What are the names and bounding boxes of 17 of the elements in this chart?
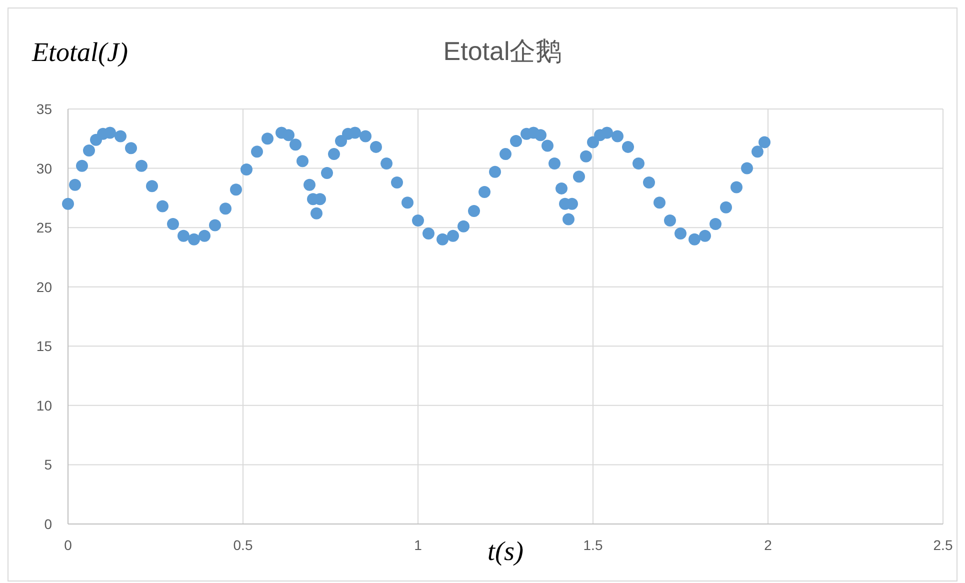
x-tick-label: 2.5 — [933, 537, 953, 553]
x-axis-title: t(s) — [488, 536, 524, 566]
y-axis-title: Etotal(J) — [31, 37, 128, 67]
x-tick-label: 2 — [764, 537, 772, 553]
y-tick-label: 5 — [44, 456, 52, 473]
y-tick-label: 25 — [36, 220, 52, 236]
y-tick-label: 15 — [36, 338, 52, 354]
y-tick-label: 35 — [36, 101, 52, 117]
x-tick-label: 1 — [414, 537, 422, 553]
x-tick-label: 0.5 — [233, 537, 253, 553]
x-tick-label: 1.5 — [583, 537, 603, 553]
y-tick-label: 10 — [36, 397, 52, 414]
chart-title: Etotal企鹅 — [443, 36, 562, 66]
x-tick-label: 0 — [64, 537, 72, 553]
y-tick-label: 20 — [36, 278, 52, 295]
y-tick-label: 0 — [44, 516, 52, 532]
y-tick-label: 30 — [36, 160, 52, 176]
